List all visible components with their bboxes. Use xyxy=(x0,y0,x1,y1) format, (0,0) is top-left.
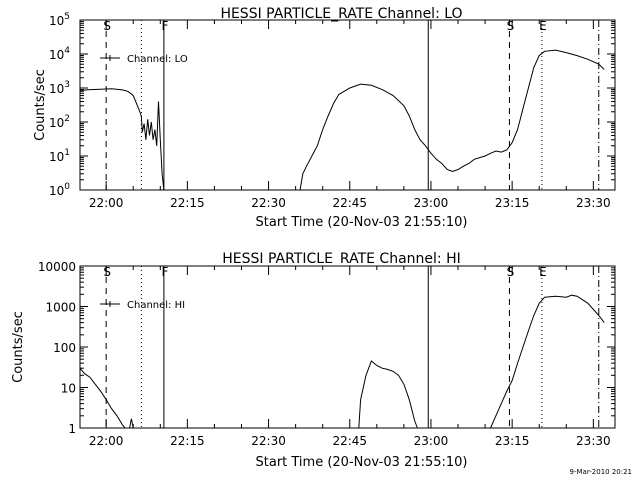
x-tick-label: 22:45 xyxy=(332,196,367,210)
y-tick-exponent: 1 xyxy=(64,148,70,158)
event-label: F xyxy=(161,265,168,279)
x-tick-label: 23:00 xyxy=(414,196,449,210)
x-tick-label: 22:15 xyxy=(170,196,205,210)
x-tick-label: 23:30 xyxy=(576,196,611,210)
y-axis-label: Counts/sec xyxy=(11,311,26,383)
event-label: S xyxy=(103,265,111,279)
y-tick-base: 10 xyxy=(49,150,64,164)
y-tick-label: 102 xyxy=(49,114,70,130)
series-line xyxy=(79,367,126,429)
event-label: E xyxy=(539,265,547,279)
x-tick-label: 23:00 xyxy=(414,434,449,448)
y-axis-label: Counts/sec xyxy=(33,69,48,141)
x-axis-label: Start Time (20-Nov-03 21:55:10) xyxy=(256,455,468,470)
y-tick-exponent: 0 xyxy=(64,182,70,192)
series-line xyxy=(299,49,605,191)
event-label: S xyxy=(507,265,515,279)
y-tick-label: 103 xyxy=(49,80,70,96)
legend-label: Channel: HI xyxy=(127,300,185,311)
y-tick-base: 10 xyxy=(49,116,64,130)
event-label: S xyxy=(103,19,111,33)
series-line xyxy=(79,88,165,191)
series-line xyxy=(129,418,134,429)
y-tick-label: 101 xyxy=(49,148,70,164)
y-tick-base: 10 xyxy=(49,14,64,28)
chart-title: HESSI PARTICLE_RATE Channel: HI xyxy=(222,251,460,267)
footer-timestamp: 9-Mar-2010 20:21 xyxy=(570,468,632,476)
y-tick-exponent: 5 xyxy=(64,12,70,22)
y-tick-label: 104 xyxy=(49,46,70,62)
y-tick-label: 105 xyxy=(49,12,70,28)
y-tick-label: 1000 xyxy=(45,301,76,315)
x-tick-label: 22:30 xyxy=(251,196,286,210)
x-tick-label: 23:30 xyxy=(576,434,611,448)
x-tick-label: 22:15 xyxy=(170,434,205,448)
x-tick-label: 22:45 xyxy=(332,434,367,448)
panel-hi: HESSI PARTICLE_RATE Channel: HI 1 10 100 100… xyxy=(11,251,616,470)
x-tick-label: 22:00 xyxy=(89,196,124,210)
y-tick-label: 100 xyxy=(49,182,70,198)
y-tick-exponent: 3 xyxy=(64,80,70,90)
y-tick-base: 10 xyxy=(49,184,64,198)
series-line xyxy=(358,360,418,429)
x-tick-label: 23:15 xyxy=(495,196,530,210)
y-tick-label: 1 xyxy=(68,422,76,436)
chart-title: HESSI PARTICLE_RATE Channel: LO xyxy=(220,6,462,22)
y-tick-label: 10000 xyxy=(38,260,76,274)
event-label: S xyxy=(507,19,515,33)
x-tick-label: 22:30 xyxy=(251,434,286,448)
plot-frame xyxy=(79,19,616,191)
y-tick-base: 10 xyxy=(49,82,64,96)
y-tick-label: 10 xyxy=(61,382,76,396)
plot-frame xyxy=(79,265,616,429)
event-label: E xyxy=(539,19,547,33)
series-line xyxy=(490,294,605,429)
x-tick-label: 23:15 xyxy=(495,434,530,448)
panel-lo: HESSI PARTICLE_RATE Channel: LO100101102… xyxy=(33,6,616,230)
y-tick-label: 100 xyxy=(53,341,76,355)
x-axis-label: Start Time (20-Nov-03 21:55:10) xyxy=(256,215,468,230)
x-tick-label: 22:00 xyxy=(89,434,124,448)
event-label: F xyxy=(161,19,168,33)
y-tick-exponent: 4 xyxy=(64,46,70,56)
legend-label: Channel: LO xyxy=(127,54,188,65)
y-tick-exponent: 2 xyxy=(64,114,70,124)
y-tick-base: 10 xyxy=(49,48,64,62)
